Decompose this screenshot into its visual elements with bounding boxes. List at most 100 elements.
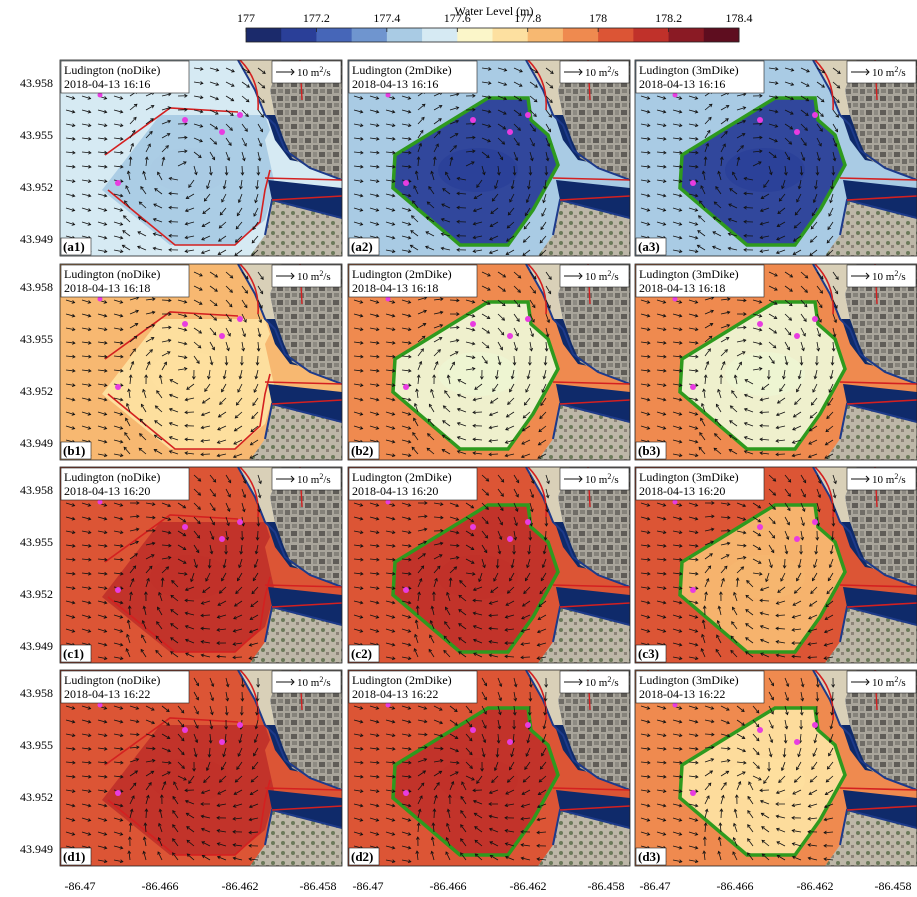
channel-water [843, 790, 917, 830]
vector-arrow [81, 411, 91, 415]
vector-arrow [225, 123, 233, 131]
vector-arrow [161, 351, 171, 357]
vector-arrowhead [522, 239, 527, 243]
vector-arrowhead [646, 208, 651, 212]
vector-arrowhead [239, 712, 244, 716]
vector-arrowhead [88, 340, 92, 345]
vector-arrow [369, 355, 379, 358]
vector-arrow [540, 397, 547, 406]
vector-arrowhead [818, 142, 822, 147]
vector-arrow [369, 109, 379, 113]
vector-arrowhead [695, 760, 699, 765]
vector-arrow [145, 131, 153, 139]
vector-arrow [81, 137, 91, 140]
vector-arrowhead [748, 781, 752, 786]
jetty-line [527, 264, 547, 315]
vector-arrowhead [103, 845, 108, 850]
vector-arrow [497, 165, 500, 175]
vector-arrowhead [504, 641, 508, 645]
vector-arrow [760, 221, 770, 225]
vector-arrowhead [413, 185, 417, 189]
vector-arrow [113, 109, 123, 113]
vector-arrow [385, 761, 395, 764]
land-suburb [538, 404, 630, 460]
vector-arrowhead [502, 126, 507, 130]
panel-label-box: (c3) [635, 644, 667, 663]
vector-arrow [473, 452, 483, 455]
vector-arrow [81, 586, 91, 589]
planned-dike-line [107, 779, 271, 856]
vector-arrowhead [812, 389, 816, 393]
vector-arrowhead [391, 845, 396, 850]
vector-arrowhead [458, 637, 462, 641]
vector-arrowhead [460, 824, 464, 828]
vector-arrow [736, 578, 739, 588]
vector-arrowhead [359, 208, 364, 212]
vector-arrowhead [478, 578, 482, 583]
vector-arrow [172, 838, 179, 847]
vector-arrowhead [472, 598, 476, 603]
vector-arrow [720, 118, 729, 125]
vector-arrowhead [408, 164, 412, 169]
vector-arrow [713, 216, 722, 223]
vector-arrowhead [726, 733, 731, 738]
vector-arrow [704, 297, 714, 301]
vector-arrowhead [253, 389, 257, 393]
vector-arrow [139, 433, 147, 441]
vector-arrow [538, 789, 547, 795]
vector-arrow [170, 623, 179, 630]
vector-scale-box: 10 m2/s [846, 467, 917, 491]
panel-frame [347, 59, 631, 257]
vector-arrow [401, 207, 411, 211]
vector-arrowhead [647, 557, 651, 562]
vector-arrowhead [694, 453, 699, 458]
vector-arrowhead [771, 360, 775, 365]
vector-arrowhead [807, 628, 812, 633]
vector-arrowhead [745, 651, 749, 655]
vector-arrow [65, 327, 75, 331]
vector-arrowhead [200, 601, 205, 605]
vector-arrowhead [743, 205, 747, 210]
vector-arrowhead [359, 397, 364, 402]
vector-arrow [720, 705, 730, 711]
channel-water [556, 180, 630, 220]
vector-arrowhead [413, 402, 418, 407]
vector-arrowhead [521, 441, 525, 445]
vector-arrow [113, 299, 123, 304]
vector-arrowhead [456, 191, 460, 196]
vector-arrowhead [678, 803, 683, 808]
vector-arrow [417, 541, 427, 546]
vector-arrowhead [119, 719, 124, 724]
vector-arrowhead [542, 725, 547, 730]
vector-arrow [127, 171, 131, 181]
vector-arrowhead [526, 375, 531, 380]
vector-arrowhead [407, 642, 412, 647]
vector-arrow [385, 221, 395, 226]
vector-arrowhead [119, 327, 124, 332]
vector-arrowhead [662, 300, 667, 304]
vector-arrowhead [375, 706, 380, 710]
vector-arrow [250, 600, 259, 607]
vector-arrowhead [789, 288, 793, 292]
y-tick-label: 43.958 [20, 76, 53, 90]
vector-arrow [792, 439, 802, 444]
vector-arrowhead [484, 534, 489, 539]
shoreline [237, 264, 342, 385]
colorbar-tick-label: 177.6 [444, 11, 471, 25]
vector-arrow [353, 586, 363, 589]
vector-arrowhead [802, 332, 806, 337]
vector-arrowhead [88, 774, 92, 779]
vector-arrow [702, 171, 706, 181]
colorbar-swatch [281, 28, 317, 42]
vector-arrow [255, 719, 259, 729]
vector-arrow [752, 775, 762, 781]
vector-arrowhead [103, 516, 108, 521]
vector-arrowhead [713, 447, 718, 452]
vector-arrow [784, 109, 794, 115]
vector-arrow [129, 143, 134, 153]
vector-arrowhead [407, 439, 412, 444]
vector-arrow [123, 215, 131, 223]
vector-arrow [800, 165, 803, 176]
vector-arrow [81, 600, 91, 604]
vector-arrow [233, 857, 243, 861]
